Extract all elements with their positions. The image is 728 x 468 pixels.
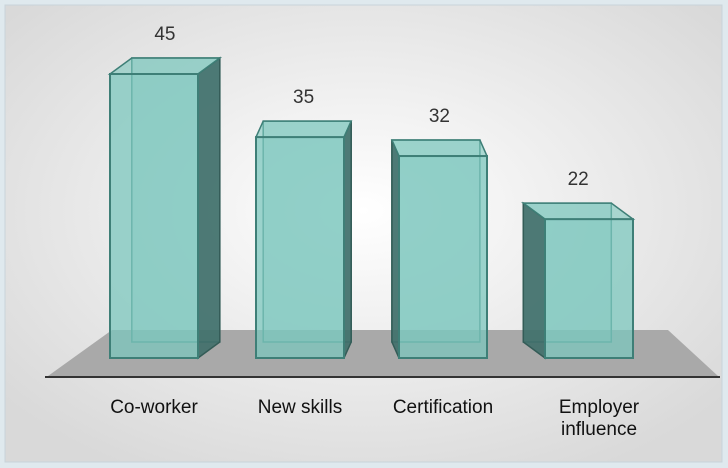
bar	[521, 201, 636, 360]
x-tick-label: Certification	[392, 397, 494, 418]
value-label: 45	[154, 24, 176, 45]
value-label: 22	[567, 169, 589, 191]
bar	[390, 139, 489, 359]
value-label: 32	[428, 106, 450, 128]
bar-front	[544, 218, 634, 359]
bar-side	[522, 201, 546, 360]
value-label: 35	[293, 87, 315, 109]
x-tick-label: New skills	[257, 397, 343, 418]
x-tick-label: Co-worker	[110, 397, 198, 418]
bar-side	[343, 120, 352, 359]
bar-side	[391, 139, 400, 359]
bar-side	[197, 56, 221, 360]
bar-front	[398, 155, 488, 359]
bar-front	[255, 136, 345, 359]
bar-top	[254, 120, 353, 138]
bar-top	[390, 139, 489, 157]
bar-front	[109, 73, 199, 359]
x-tick-label: Employer influence	[558, 397, 640, 440]
bar	[107, 56, 223, 360]
bar	[254, 120, 353, 359]
